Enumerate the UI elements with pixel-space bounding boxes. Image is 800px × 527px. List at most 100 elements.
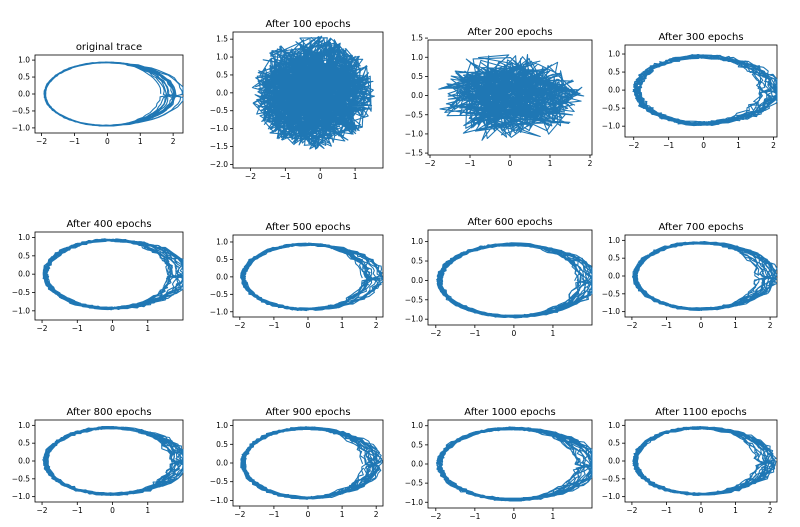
x-tick-label: 1: [138, 137, 143, 146]
x-tick-label: 0: [512, 329, 517, 338]
y-tick-label: 1.0: [608, 236, 620, 245]
y-tick-label: −1.0: [12, 492, 30, 501]
x-tick-label: 1: [551, 329, 556, 338]
x-tick-label: 1: [353, 172, 358, 181]
x-tick-label: 2: [171, 137, 176, 146]
subplot: −2 −1 0 1 2 1.0 0.5 0.0 −0.5 −1.0: [210, 419, 384, 519]
y-tick-label: 0.5: [411, 72, 423, 81]
y-tick-label: 0.5: [216, 440, 228, 449]
y-tick-label: 0.0: [18, 90, 30, 99]
y-tick-label: 0.0: [608, 457, 620, 466]
panel-title: After 300 epochs: [658, 32, 744, 43]
x-tick-label: 0: [512, 512, 517, 521]
x-tick-label: 2: [588, 159, 593, 168]
y-tick-label: −1.5: [405, 149, 423, 158]
x-tick-label: 2: [374, 510, 379, 519]
x-tick-label: 0: [699, 321, 704, 330]
y-tick-label: 1.0: [608, 421, 620, 430]
x-tick-label: −2: [430, 512, 441, 521]
y-tick-label: 0.0: [608, 86, 620, 95]
axes-frame: [34, 54, 184, 134]
panel-title: After 1100 epochs: [655, 407, 747, 418]
x-tick-label: −2: [626, 321, 637, 330]
y-tick-label: 0.0: [411, 460, 423, 469]
y-tick-label: 0.5: [608, 68, 620, 77]
y-tick-label: 0.5: [18, 73, 30, 82]
y-tick-label: −1.0: [12, 123, 30, 132]
axes-frame: [232, 419, 384, 507]
y-tick-label: 0.5: [608, 439, 620, 448]
y-tick-label: 1.5: [411, 34, 423, 43]
x-tick-label: −2: [430, 329, 441, 338]
y-tick-label: −0.5: [12, 106, 30, 115]
trace-line: [632, 241, 778, 312]
x-tick-label: −1: [661, 506, 672, 515]
y-tick-label: −0.5: [210, 106, 228, 115]
y-tick-label: −1.0: [210, 124, 228, 133]
panel-title: After 500 epochs: [265, 222, 351, 233]
subplot: −2 −1 0 1 2 1.0 0.5 0.0 −0.5 −1.0: [602, 419, 778, 515]
x-tick-label: 0: [508, 159, 513, 168]
x-tick-label: −1: [72, 506, 83, 515]
y-tick-label: 1.0: [411, 237, 423, 246]
y-tick-label: 1.5: [216, 35, 228, 44]
x-tick-label: −2: [234, 510, 245, 519]
y-tick-label: 0.0: [216, 88, 228, 97]
y-tick-label: −1.0: [405, 315, 423, 324]
x-tick-label: 1: [736, 141, 741, 150]
y-tick-label: −0.5: [405, 479, 423, 488]
subplot: −2 −1 0 1 1.0 0.5 0.0 −0.5 −1.0: [12, 231, 184, 333]
x-tick-label: 2: [771, 141, 776, 150]
y-tick-label: 0.0: [216, 272, 228, 281]
x-tick-label: −1: [469, 329, 480, 338]
x-tick-label: −1: [469, 512, 480, 521]
x-tick-label: −2: [424, 159, 435, 168]
x-tick-label: −2: [626, 506, 637, 515]
x-tick-label: −2: [36, 137, 47, 146]
axes-frame: [427, 419, 593, 509]
trace-line: [240, 242, 384, 312]
y-tick-label: −1.0: [602, 307, 620, 316]
x-tick-label: 0: [306, 321, 311, 330]
x-tick-label: 1: [340, 321, 345, 330]
subplot: −2 −1 0 1 2 1.0 0.5 0.0 −0.5 −1.0: [602, 44, 778, 150]
x-tick-label: −1: [69, 137, 80, 146]
y-tick-label: −0.5: [602, 104, 620, 113]
x-tick-label: 0: [699, 506, 704, 515]
y-tick-label: −1.0: [405, 129, 423, 138]
axes-frame: [232, 31, 384, 169]
subplot: −2 −1 0 1 1.0 0.5 0.0 −0.5 −1.0: [12, 419, 184, 515]
panel-title: After 700 epochs: [658, 222, 744, 233]
panel-title: After 1000 epochs: [464, 407, 556, 418]
y-tick-label: −0.5: [405, 110, 423, 119]
y-tick-label: −1.0: [210, 307, 228, 316]
y-tick-label: 1.0: [411, 53, 423, 62]
y-tick-label: 1.0: [216, 421, 228, 430]
x-tick-label: 1: [551, 512, 556, 521]
panel-title: After 800 epochs: [66, 407, 152, 418]
y-tick-label: 0.5: [18, 439, 30, 448]
y-tick-label: 0.0: [411, 276, 423, 285]
x-tick-label: 0: [306, 510, 311, 519]
x-tick-label: 1: [733, 321, 738, 330]
x-tick-label: 1: [145, 324, 150, 333]
trace-line: [43, 61, 184, 127]
trace-line: [251, 35, 375, 150]
x-tick-label: −2: [37, 506, 48, 515]
y-tick-label: −1.0: [210, 496, 228, 505]
x-tick-label: 2: [374, 321, 379, 330]
x-tick-label: 0: [110, 324, 115, 333]
y-tick-label: −0.5: [602, 289, 620, 298]
y-tick-label: 1.0: [18, 56, 30, 65]
y-tick-label: −0.5: [210, 477, 228, 486]
y-tick-label: −1.0: [405, 498, 423, 507]
y-tick-label: −2.0: [210, 160, 228, 169]
x-tick-label: −2: [628, 141, 639, 150]
y-tick-label: 1.0: [411, 421, 423, 430]
x-tick-label: −1: [280, 172, 291, 181]
y-tick-label: 0.0: [18, 457, 30, 466]
y-tick-label: 0.5: [216, 255, 228, 264]
x-tick-label: 0: [110, 506, 115, 515]
subplot: −2 −1 0 1 1.0 0.5 0.0 −0.5 −1.0: [405, 229, 593, 338]
